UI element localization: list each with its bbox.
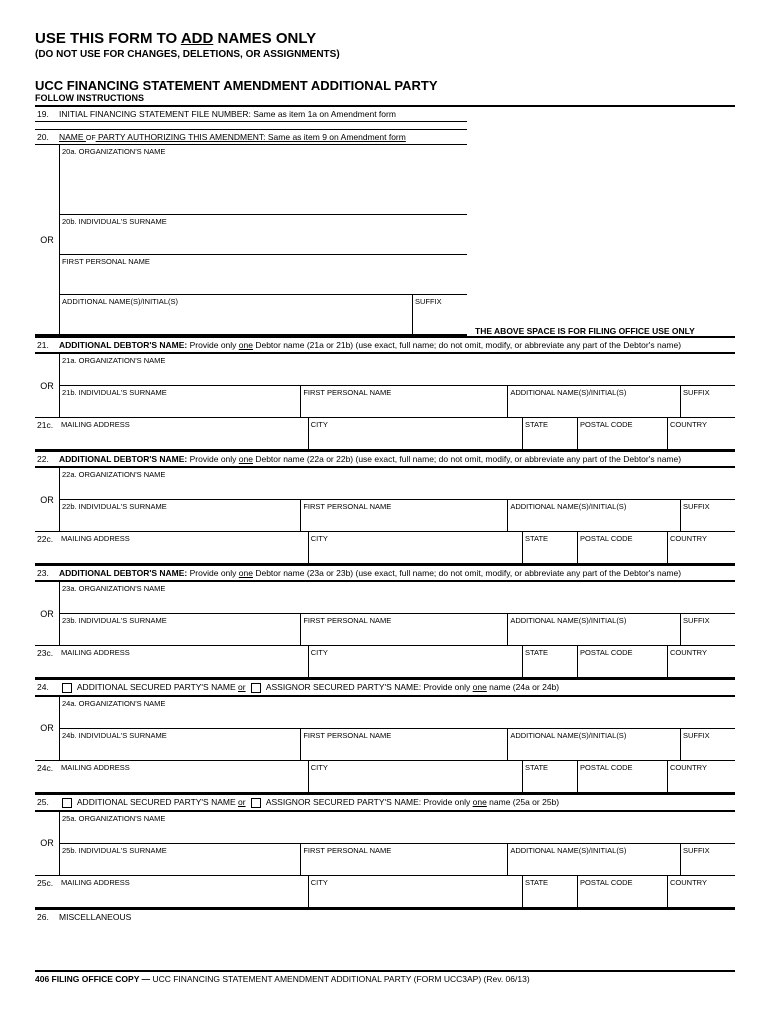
or-label: OR — [35, 354, 59, 417]
field-suffix[interactable]: SUFFIX — [680, 614, 735, 645]
field-mailing-address[interactable]: MAILING ADDRESS — [59, 418, 308, 449]
field-addl-name[interactable]: ADDITIONAL NAME(S)/INITIAL(S) — [507, 614, 680, 645]
field-surname[interactable]: 24b. INDIVIDUAL'S SURNAME — [60, 729, 300, 760]
form-subtitle: (DO NOT USE FOR CHANGES, DELETIONS, OR A… — [35, 49, 735, 60]
field-addl-name[interactable]: ADDITIONAL NAME(S)/INITIAL(S) — [507, 500, 680, 531]
form-footer: 406 FILING OFFICE COPY — UCC FINANCING S… — [35, 970, 735, 984]
field-country[interactable]: COUNTRY — [667, 646, 735, 677]
field-suffix[interactable]: SUFFIX — [680, 500, 735, 531]
item-19: 19. INITIAL FINANCING STATEMENT FILE NUM… — [35, 107, 467, 122]
field-state[interactable]: STATE — [522, 532, 577, 563]
item-20-header: 20. NAME OF PARTY AUTHORIZING THIS AMEND… — [35, 130, 467, 145]
field-org-name[interactable]: 25a. ORGANIZATION'S NAME — [60, 812, 735, 843]
field-20-fpn[interactable]: FIRST PERSONAL NAME — [60, 254, 467, 294]
field-org-name[interactable]: 22a. ORGANIZATION'S NAME — [60, 468, 735, 499]
field-first-name[interactable]: FIRST PERSONAL NAME — [300, 614, 507, 645]
field-org-name[interactable]: 24a. ORGANIZATION'S NAME — [60, 697, 735, 728]
field-surname[interactable]: 22b. INDIVIDUAL'S SURNAME — [60, 500, 300, 531]
field-suffix[interactable]: SUFFIX — [680, 844, 735, 875]
field-mailing-address[interactable]: MAILING ADDRESS — [59, 876, 308, 907]
field-postal[interactable]: POSTAL CODE — [577, 418, 667, 449]
item-26: 26. MISCELLANEOUS — [35, 908, 735, 924]
checkbox-additional-sp[interactable] — [62, 798, 72, 808]
field-addl-name[interactable]: ADDITIONAL NAME(S)/INITIAL(S) — [507, 386, 680, 417]
field-country[interactable]: COUNTRY — [667, 418, 735, 449]
field-addl-name[interactable]: ADDITIONAL NAME(S)/INITIAL(S) — [507, 844, 680, 875]
field-first-name[interactable]: FIRST PERSONAL NAME — [300, 386, 507, 417]
or-label: OR — [35, 582, 59, 645]
checkbox-assignor-sp[interactable] — [251, 683, 261, 693]
follow-instructions: FOLLOW INSTRUCTIONS — [35, 93, 735, 107]
field-mailing-address[interactable]: MAILING ADDRESS — [59, 761, 308, 792]
field-26-misc[interactable] — [35, 924, 735, 966]
field-first-name[interactable]: FIRST PERSONAL NAME — [300, 729, 507, 760]
field-20b[interactable]: 20b. INDIVIDUAL'S SURNAME — [60, 214, 467, 254]
or-label-20: OR — [35, 145, 59, 334]
field-first-name[interactable]: FIRST PERSONAL NAME — [300, 844, 507, 875]
field-first-name[interactable]: FIRST PERSONAL NAME — [300, 500, 507, 531]
or-label: OR — [35, 697, 59, 760]
field-city[interactable]: CITY — [308, 646, 522, 677]
field-suffix[interactable]: SUFFIX — [680, 729, 735, 760]
field-postal[interactable]: POSTAL CODE — [577, 646, 667, 677]
field-org-name[interactable]: 23a. ORGANIZATION'S NAME — [60, 582, 735, 613]
field-country[interactable]: COUNTRY — [667, 761, 735, 792]
field-postal[interactable]: POSTAL CODE — [577, 761, 667, 792]
field-city[interactable]: CITY — [308, 418, 522, 449]
field-country[interactable]: COUNTRY — [667, 532, 735, 563]
or-label: OR — [35, 812, 59, 875]
form-heading: UCC FINANCING STATEMENT AMENDMENT ADDITI… — [35, 78, 735, 93]
checkbox-assignor-sp[interactable] — [251, 798, 261, 808]
field-state[interactable]: STATE — [522, 418, 577, 449]
field-mailing-address[interactable]: MAILING ADDRESS — [59, 532, 308, 563]
field-surname[interactable]: 23b. INDIVIDUAL'S SURNAME — [60, 614, 300, 645]
field-suffix[interactable]: SUFFIX — [680, 386, 735, 417]
field-addl-name[interactable]: ADDITIONAL NAME(S)/INITIAL(S) — [507, 729, 680, 760]
field-20a[interactable]: 20a. ORGANIZATION'S NAME — [60, 145, 467, 214]
field-surname[interactable]: 25b. INDIVIDUAL'S SURNAME — [60, 844, 300, 875]
field-country[interactable]: COUNTRY — [667, 876, 735, 907]
field-city[interactable]: CITY — [308, 761, 522, 792]
field-state[interactable]: STATE — [522, 761, 577, 792]
form-title: USE THIS FORM TO ADD NAMES ONLY — [35, 30, 735, 47]
field-postal[interactable]: POSTAL CODE — [577, 876, 667, 907]
field-mailing-address[interactable]: MAILING ADDRESS — [59, 646, 308, 677]
filing-office-note: THE ABOVE SPACE IS FOR FILING OFFICE USE… — [475, 326, 735, 336]
field-state[interactable]: STATE — [522, 646, 577, 677]
field-state[interactable]: STATE — [522, 876, 577, 907]
field-surname[interactable]: 21b. INDIVIDUAL'S SURNAME — [60, 386, 300, 417]
field-org-name[interactable]: 21a. ORGANIZATION'S NAME — [60, 354, 735, 385]
field-20-addl[interactable]: ADDITIONAL NAME(S)/INITIAL(S) SUFFIX — [60, 294, 467, 334]
field-city[interactable]: CITY — [308, 532, 522, 563]
checkbox-additional-sp[interactable] — [62, 683, 72, 693]
field-city[interactable]: CITY — [308, 876, 522, 907]
field-postal[interactable]: POSTAL CODE — [577, 532, 667, 563]
or-label: OR — [35, 468, 59, 531]
